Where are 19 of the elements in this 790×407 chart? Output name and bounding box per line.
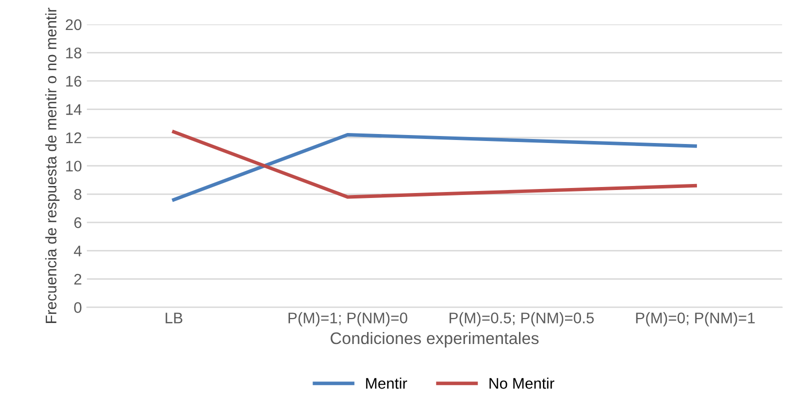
legend-label: Mentir [366,378,408,389]
y-axis-title: Frecuencia de respuesta de mentir o no mentir [45,8,60,323]
legend-label: No Mentir [490,378,554,389]
y-tick-label: 10 [66,160,82,172]
x-tick-label: P(M)=0; P(NM)=1 [636,312,755,326]
y-tick-label: 6 [74,217,82,228]
x-axis-title: Condiciones experimentales [330,332,539,348]
y-tick-label: 12 [66,132,82,144]
y-tick-label: 4 [74,246,82,256]
y-tick-label: 8 [74,189,82,200]
y-tick-label: 14 [66,104,82,115]
y-tick-label: 16 [66,76,82,87]
x-tick-label: LB [166,312,182,324]
y-tick-label: 20 [66,19,82,30]
y-tick-label: 0 [74,302,82,313]
y-tick-label: 18 [66,48,82,58]
x-tick-label: P(M)=0.5; P(NM)=0.5 [450,312,594,326]
y-tick-label: 2 [74,274,82,285]
x-tick-label: P(M)=1; P(NM)=0 [288,312,408,326]
